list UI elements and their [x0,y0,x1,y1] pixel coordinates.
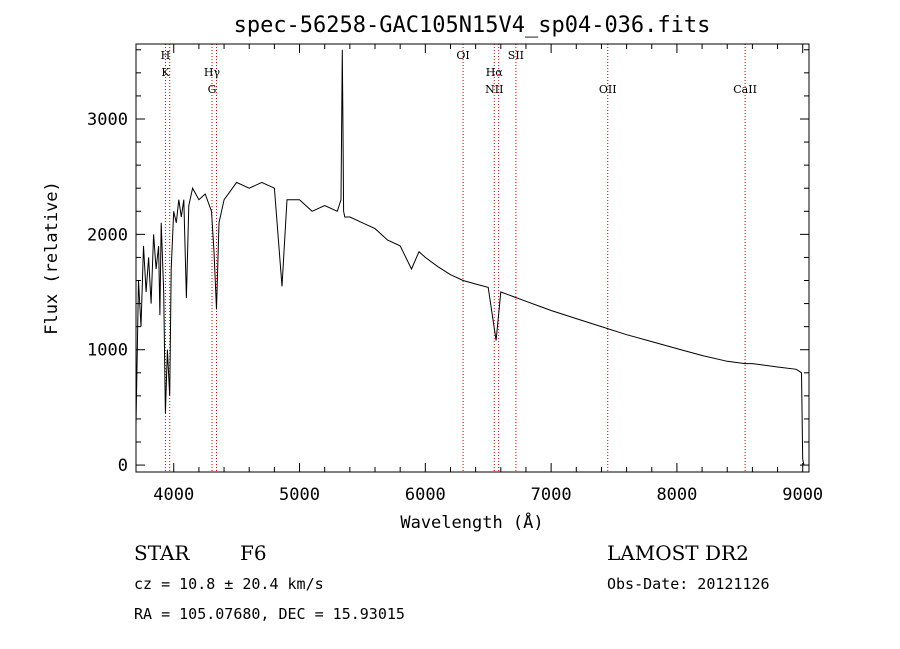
x-tick-label: 5000 [279,485,320,505]
emission-lines [164,44,746,472]
spectral-line-label: OI [456,49,469,62]
spectrum-line [135,49,805,466]
redshift-info: cz = 10.8 ± 20.4 km/s [134,575,324,593]
chart-title: spec-56258-GAC105N15V4_sp04-036.fits [234,13,711,38]
spectral-line-label: CaII [733,83,757,96]
x-tick-label: 6000 [405,485,446,505]
spectral-line-label: SII [508,49,524,62]
y-tick-label: 1000 [87,341,128,361]
x-tick-label: 4000 [153,485,194,505]
x-tick-label: 7000 [531,485,572,505]
spectral-line-label: OII [599,83,617,96]
x-axis-label: Wavelength (Å) [400,511,543,533]
spectral-line-label: NII [485,83,503,96]
y-tick-label: 3000 [87,110,128,130]
spectral-line-label: Hγ [204,66,221,79]
line-labels: HK Hγ G OI Hα NII SII OII CaII [161,49,757,96]
y-axis: 0 1000 2000 3000 [87,49,809,476]
plot-frame [135,43,810,473]
x-tick-label: 8000 [656,485,697,505]
spectral-line-label: K [161,66,170,79]
coordinates: RA = 105.07680, DEC = 15.93015 [134,605,405,623]
observation-date: Obs-Date: 20121126 [607,575,770,593]
spectral-line-label: G [208,83,217,96]
x-axis: 4000 5000 6000 7000 8000 9000 [153,44,823,505]
spectral-line-label: H [161,49,171,62]
y-tick-label: 2000 [87,225,128,245]
object-subclass: F6 [240,541,267,565]
x-tick-label: 9000 [782,485,823,505]
survey-name: LAMOST DR2 [607,541,749,565]
y-tick-label: 0 [118,456,128,476]
spectral-line-label: Hα [486,66,504,79]
object-class: STAR [134,541,190,565]
y-axis-label: Flux (relative) [42,181,62,335]
